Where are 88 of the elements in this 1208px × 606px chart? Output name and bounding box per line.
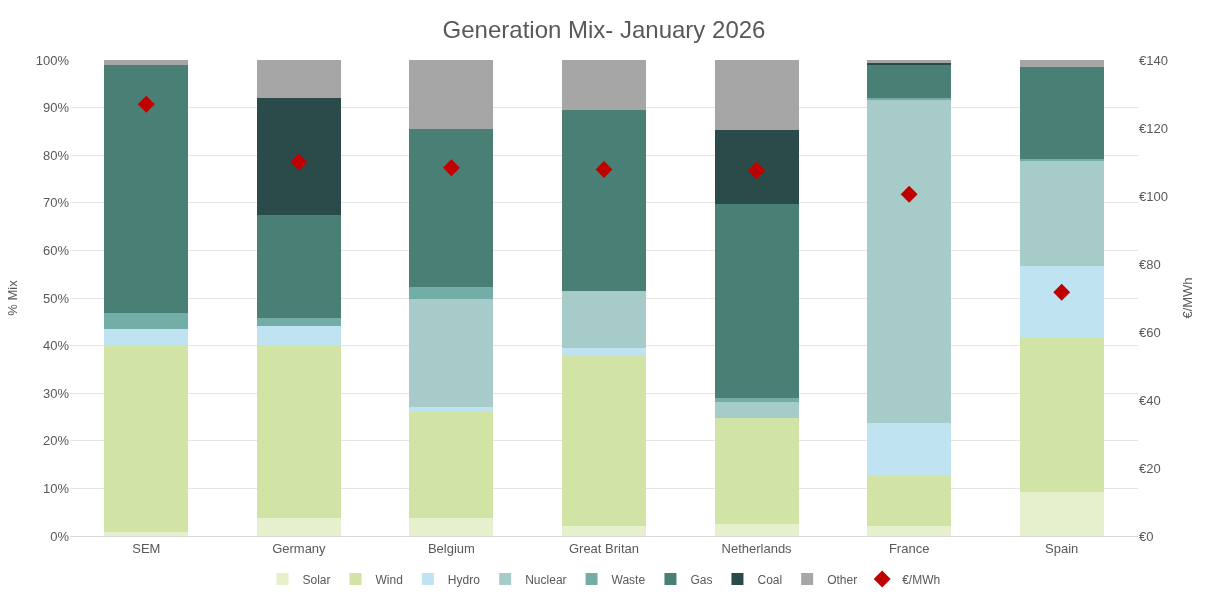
y2-tick-label: €0 (1139, 528, 1154, 544)
y-tick-label: 70% (42, 195, 70, 211)
point (442, 159, 460, 177)
bar (104, 60, 189, 66)
bar (256, 344, 341, 519)
y-tick-label: 60% (42, 242, 70, 258)
point (900, 185, 918, 203)
bar (867, 64, 952, 98)
bar (867, 526, 952, 536)
legend-label: Nuclear (525, 572, 567, 587)
point (137, 95, 155, 113)
bar (104, 532, 189, 536)
y-tick-label: 40% (42, 338, 70, 354)
y-tick-label: 20% (42, 433, 70, 449)
y2-tick-label: €100 (1139, 188, 1168, 204)
bar (867, 423, 952, 477)
bar (256, 518, 341, 536)
x-tick-label: France (888, 540, 930, 556)
y-tick-label: 0% (50, 528, 70, 544)
bar (256, 318, 341, 327)
legend-label: Wind (375, 572, 403, 587)
legend-label: Hydro (447, 572, 481, 587)
y2-tick-label: €40 (1139, 392, 1161, 408)
x-tick-label: Netherlands (721, 540, 793, 556)
x-tick-label: Germany (272, 540, 327, 556)
legend-label: Waste (611, 572, 646, 587)
y2-tick-label: €60 (1139, 324, 1161, 340)
y-tick-label: 10% (42, 480, 70, 496)
bar (714, 203, 799, 398)
bar (1019, 60, 1104, 68)
x-tick-label: Belgium (427, 540, 475, 556)
point (595, 161, 613, 178)
bar (409, 128, 494, 287)
bar (714, 397, 799, 402)
bar (409, 518, 494, 536)
x-tick-label: Spain (1045, 540, 1079, 556)
bar (104, 65, 189, 314)
bar (1019, 492, 1104, 536)
bar (714, 60, 799, 130)
point (1053, 283, 1071, 301)
bar (409, 298, 494, 407)
bar (1019, 67, 1104, 160)
bar (562, 60, 646, 111)
bar (867, 476, 952, 527)
x-tick-label: SEM (132, 540, 161, 556)
bar (409, 411, 494, 519)
chart-title: Generation Mix- January 2026 (442, 16, 766, 44)
legend-label: Gas (690, 572, 713, 587)
bar (714, 417, 799, 525)
bar (714, 129, 799, 204)
y2-tick-label: €80 (1139, 256, 1161, 272)
bar (104, 344, 189, 533)
bar (1019, 161, 1104, 267)
bar (1019, 337, 1104, 493)
legend-label: Other (827, 572, 858, 587)
bar (256, 326, 341, 345)
bar (714, 524, 799, 536)
bar (104, 313, 189, 330)
bar (562, 526, 646, 536)
bar (409, 60, 494, 129)
y2-axis-title: €/MWh (1179, 277, 1195, 319)
bar (256, 60, 341, 99)
y2-tick-label: €140 (1139, 52, 1168, 68)
bar (104, 329, 189, 345)
legend-label: Solar (302, 572, 331, 587)
y-axis-title: % Mix (4, 279, 20, 316)
y-tick-label: 50% (42, 290, 70, 306)
point (748, 162, 766, 179)
bar (867, 99, 952, 424)
bar (1019, 266, 1104, 338)
y2-tick-label: €120 (1139, 120, 1168, 136)
y-tick-label: 80% (42, 147, 70, 163)
y2-tick-label: €20 (1139, 460, 1161, 476)
point (290, 153, 308, 171)
bar (256, 215, 341, 319)
bar (714, 401, 799, 418)
bar (562, 110, 646, 292)
bar (562, 355, 646, 527)
y-tick-label: 90% (42, 100, 70, 116)
legend-label: €/MWh (902, 572, 941, 587)
legend-label: Coal (757, 572, 783, 587)
y-tick-label: 100% (35, 52, 70, 68)
x-tick-label: Great Britan (568, 540, 640, 556)
bar (409, 286, 494, 299)
bar (256, 98, 341, 216)
y-tick-label: 30% (42, 385, 70, 401)
bar (562, 347, 646, 356)
bar (562, 291, 646, 348)
